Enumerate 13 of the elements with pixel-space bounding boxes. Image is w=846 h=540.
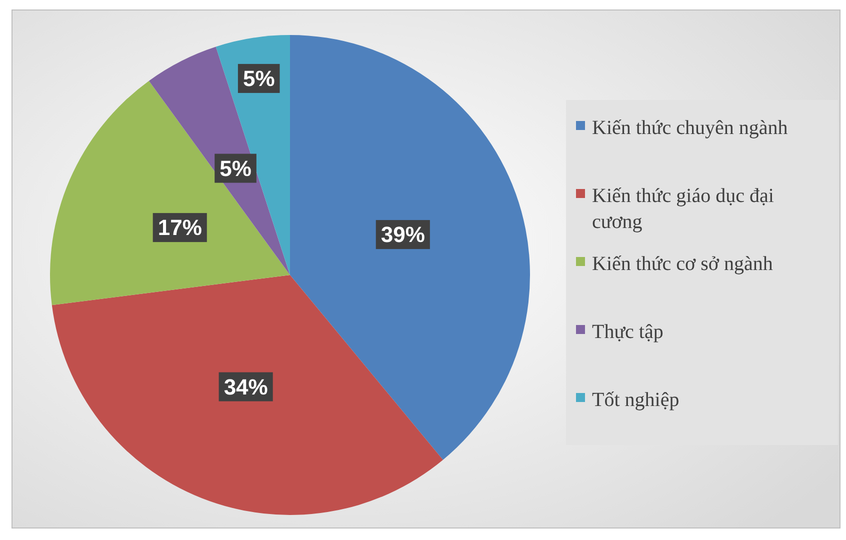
legend-label: Kiến thức giáo dục đại cương xyxy=(592,185,774,233)
legend-label: Kiến thức chuyên ngành xyxy=(592,117,788,139)
data-label: 5% xyxy=(220,156,252,181)
data-label: 17% xyxy=(158,215,202,240)
legend-label: Thực tập xyxy=(592,321,664,343)
data-label: 5% xyxy=(242,66,275,91)
pie-slice xyxy=(290,35,530,460)
pie-slice xyxy=(52,275,443,515)
legend-label: Tốt nghiệp xyxy=(592,389,680,411)
data-label: 34% xyxy=(224,374,268,400)
data-label: 39% xyxy=(380,222,425,248)
legend-label: Kiến thức cơ sở ngành xyxy=(592,253,773,275)
pie-slice xyxy=(148,46,290,275)
